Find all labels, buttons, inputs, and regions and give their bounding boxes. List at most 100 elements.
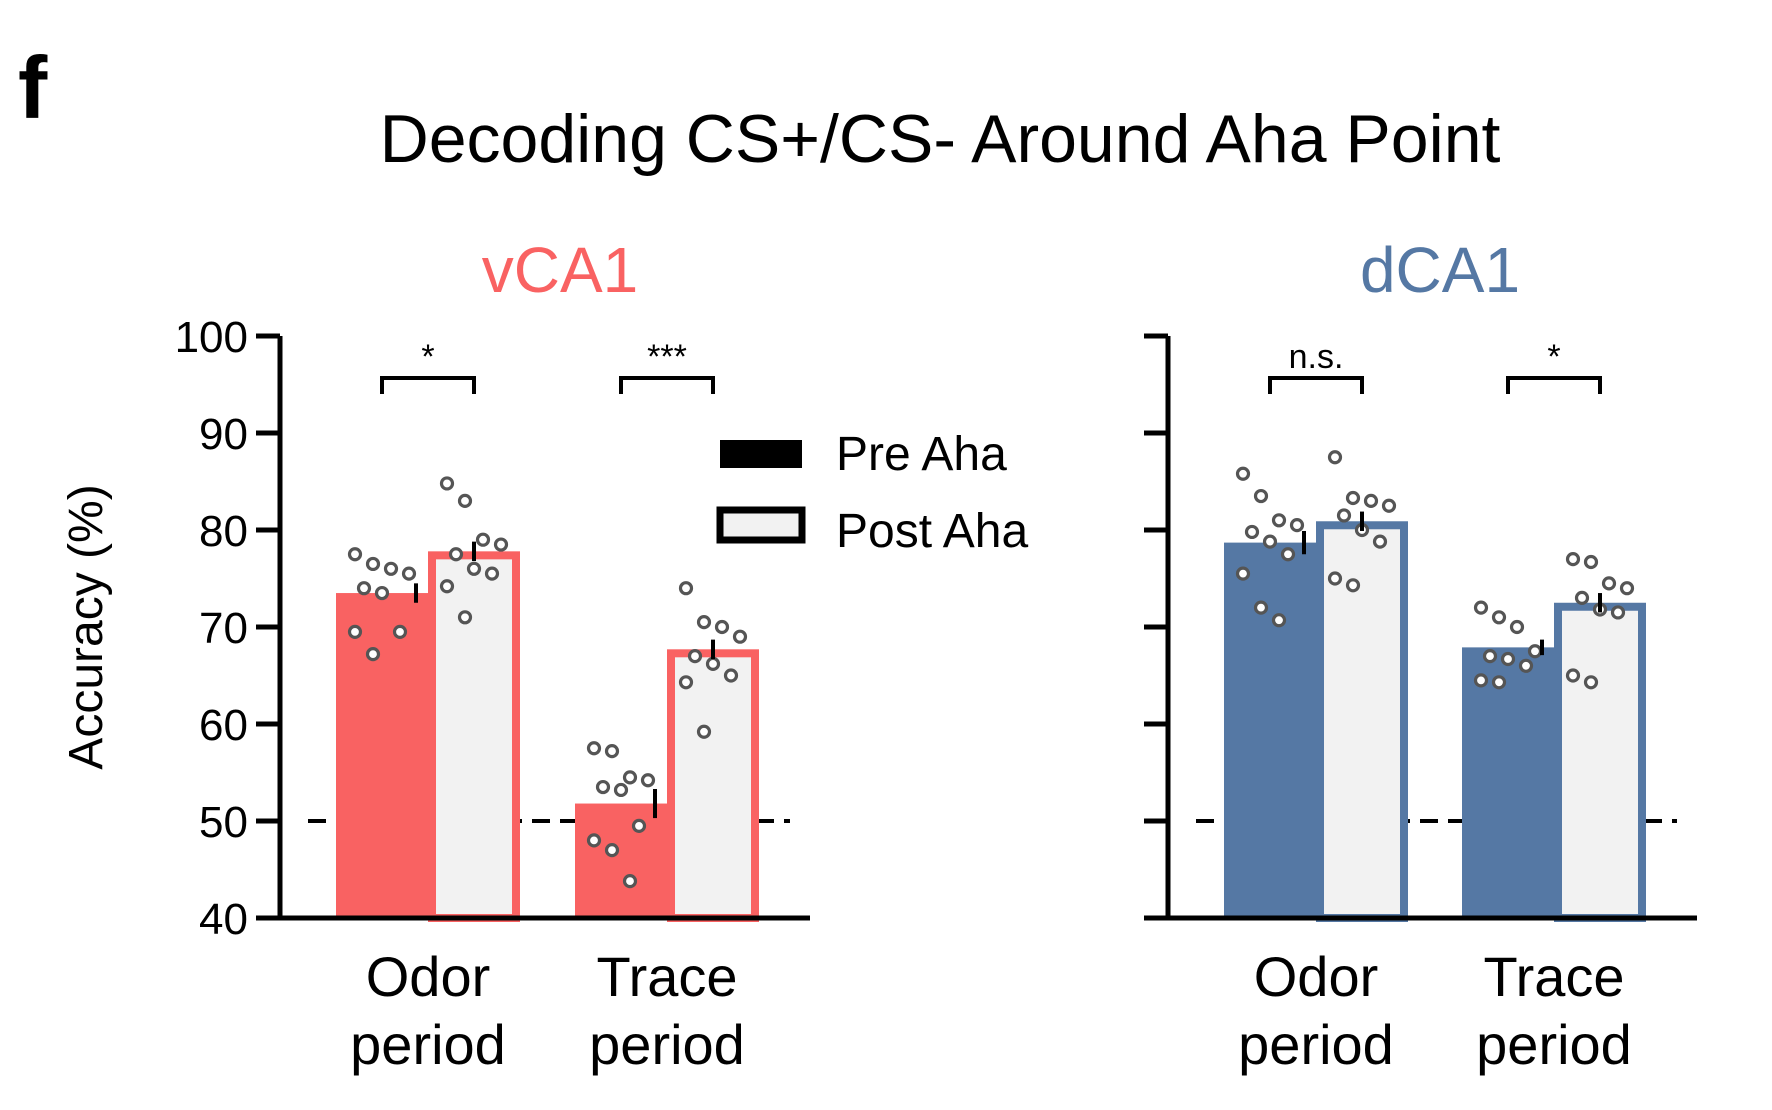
vca1-y-axis-label: Accuracy (%) (60, 484, 113, 769)
vca1-point-odor-period-post-aha (484, 566, 500, 581)
dca1-significance-bracket-odor-period (1268, 376, 1364, 394)
dca1-point-trace-period-post-aha (1583, 554, 1599, 570)
dca1-point-odor-period-post-aha (1327, 450, 1343, 465)
dca1-point-trace-period-pre-aha (1500, 651, 1516, 667)
vca1-significance-bracket-trace-period (619, 376, 715, 394)
vca1-point-odor-period-pre-aha (347, 624, 363, 639)
dca1-bar-trace-period-pre-aha (1462, 647, 1554, 918)
vca1-category-label-trace-period-line2: period (589, 1013, 745, 1076)
dca1-point-odor-period-pre-aha (1271, 613, 1287, 628)
vca1-point-odor-period-post-aha (466, 561, 482, 576)
vca1-point-trace-period-post-aha (696, 724, 712, 739)
vca1-bar-trace-period-pre-aha (575, 803, 667, 918)
vca1-point-trace-period-pre-aha (586, 741, 602, 756)
vca1-ytick-label-50: 50 (199, 798, 248, 847)
vca1-significance-bracket-odor-period (380, 376, 476, 394)
vca1-ytick-label-90: 90 (199, 410, 248, 459)
vca1-point-trace-period-post-aha (723, 668, 739, 683)
dca1-panel-title: dCA1 (1360, 234, 1520, 306)
dca1-point-odor-period-post-aha (1336, 508, 1352, 523)
vca1-point-odor-period-pre-aha (374, 585, 390, 601)
dca1-point-trace-period-pre-aha (1518, 658, 1534, 673)
dca1-point-odor-period-post-aha (1345, 490, 1361, 506)
dca1-point-odor-period-pre-aha (1235, 566, 1251, 581)
dca1-point-trace-period-pre-aha (1527, 644, 1543, 659)
vca1-ytick-label-70: 70 (199, 604, 248, 653)
vca1-significance-label-odor-period: * (421, 338, 434, 376)
dca1-point-trace-period-post-aha (1565, 551, 1581, 567)
dca1-category-label-odor-period-line2: period (1238, 1013, 1394, 1076)
dca1-point-odor-period-pre-aha (1235, 466, 1251, 481)
vca1-point-odor-period-post-aha (439, 476, 455, 491)
vca1-bar-odor-period-post-aha (428, 551, 520, 923)
vca1-panel-title: vCA1 (482, 234, 639, 306)
dca1-point-trace-period-pre-aha (1491, 675, 1507, 690)
dca1-point-odor-period-post-aha (1345, 578, 1361, 593)
vca1-point-trace-period-post-aha (732, 629, 748, 644)
vca1-point-odor-period-pre-aha (365, 556, 381, 572)
vca1-point-trace-period-pre-aha (604, 842, 620, 858)
dca1-point-odor-period-pre-aha (1271, 513, 1287, 528)
legend: Pre Aha Post Aha (716, 428, 1028, 558)
dca1-point-trace-period-post-aha (1610, 605, 1626, 620)
vca1-point-trace-period-pre-aha (622, 770, 638, 785)
dca1-point-trace-period-post-aha (1565, 668, 1581, 683)
dca1-point-odor-period-pre-aha (1262, 534, 1278, 549)
dca1-point-odor-period-pre-aha (1253, 488, 1269, 504)
dca1-category-label-odor-period-line1: Odor (1254, 945, 1379, 1008)
vca1-point-odor-period-post-aha (439, 579, 455, 594)
vca1-ytick-label-100: 100 (175, 313, 248, 362)
vca1-point-odor-period-post-aha (493, 537, 509, 552)
dca1-point-trace-period-pre-aha (1491, 610, 1507, 625)
vca1-point-odor-period-pre-aha (356, 581, 372, 596)
dca1-point-trace-period-post-aha (1601, 576, 1617, 591)
dca1-significance-label-odor-period: n.s. (1289, 338, 1344, 376)
vca1-point-odor-period-post-aha (457, 610, 473, 625)
vca1-point-odor-period-pre-aha (392, 624, 408, 639)
dca1-point-trace-period-pre-aha (1509, 619, 1525, 635)
vca1-point-odor-period-post-aha (448, 547, 464, 562)
vca1-point-trace-period-post-aha (696, 615, 712, 630)
dca1-point-trace-period-pre-aha (1473, 673, 1489, 688)
dca1-point-trace-period-post-aha (1583, 675, 1599, 690)
vca1-panel: vCA1 40 50 60 70 80 90 100 Accuracy (%) * Odor peri… (60, 234, 810, 1076)
legend-label-pre-aha: Pre Aha (836, 428, 1007, 481)
vca1-point-odor-period-pre-aha (401, 566, 417, 581)
legend-swatch-post-aha (716, 506, 806, 544)
dca1-significance-bracket-trace-period (1506, 376, 1602, 394)
dca1-bar-odor-period-pre-aha (1224, 542, 1316, 918)
dca1-point-trace-period-pre-aha (1473, 600, 1489, 615)
dca1-point-odor-period-pre-aha (1280, 547, 1296, 562)
vca1-ytick-label-40: 40 (199, 895, 248, 944)
vca1-point-trace-period-pre-aha (586, 833, 602, 848)
vca1-ytick-label-60: 60 (199, 701, 248, 750)
dca1-category-label-trace-period-line1: Trace (1483, 945, 1624, 1008)
vca1-point-trace-period-pre-aha (622, 874, 638, 889)
vca1-point-odor-period-pre-aha (383, 561, 399, 576)
vca1-point-trace-period-pre-aha (631, 818, 647, 833)
vca1-point-trace-period-post-aha (714, 619, 730, 635)
vca1-ytick-label-80: 80 (199, 507, 248, 556)
dca1-point-odor-period-pre-aha (1289, 518, 1305, 533)
vca1-point-odor-period-pre-aha (365, 647, 381, 662)
vca1-category-label-odor-period-line1: Odor (366, 945, 491, 1008)
vca1-point-trace-period-pre-aha (613, 782, 629, 798)
vca1-point-trace-period-post-aha (687, 648, 703, 664)
vca1-point-trace-period-pre-aha (604, 744, 620, 759)
dca1-point-trace-period-post-aha (1574, 590, 1590, 606)
legend-label-post-aha: Post Aha (836, 505, 1028, 558)
dca1-point-trace-period-pre-aha (1482, 648, 1498, 664)
dca1-point-odor-period-post-aha (1363, 493, 1379, 508)
dca1-point-odor-period-post-aha (1327, 571, 1343, 586)
dca1-significance-label-trace-period: * (1547, 338, 1560, 376)
figure-title: Decoding CS+/CS- Around Aha Point (380, 101, 1501, 177)
dca1-point-odor-period-pre-aha (1244, 524, 1260, 540)
dca1-point-trace-period-post-aha (1619, 581, 1635, 596)
legend-swatch-pre-aha (720, 440, 802, 468)
dca1-point-odor-period-pre-aha (1253, 600, 1269, 615)
vca1-point-trace-period-post-aha (678, 581, 694, 596)
dca1-point-odor-period-post-aha (1381, 498, 1397, 513)
vca1-point-odor-period-pre-aha (347, 547, 363, 562)
